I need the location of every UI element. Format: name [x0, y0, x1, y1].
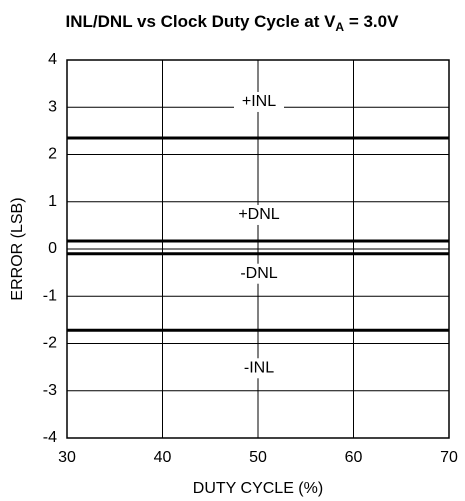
series-label: +DNL — [238, 206, 279, 223]
y-tick-label: -3 — [43, 382, 57, 399]
series-label: +INL — [242, 93, 276, 110]
label-background — [234, 204, 284, 225]
title-main: INL/DNL vs Clock Duty Cycle at V — [66, 12, 337, 31]
y-tick-label: 0 — [48, 240, 57, 257]
x-tick-label: 30 — [58, 449, 76, 466]
label-background — [234, 358, 284, 379]
x-tick-label: 60 — [345, 449, 363, 466]
y-tick-label: 2 — [48, 146, 57, 163]
x-tick-label: 70 — [440, 449, 458, 466]
y-tick-label: 1 — [48, 193, 57, 210]
y-tick-label: 3 — [48, 98, 57, 115]
x-tick-label: 50 — [249, 449, 267, 466]
x-tick-label: 40 — [154, 449, 172, 466]
label-background — [234, 91, 284, 112]
title-suffix: = 3.0V — [344, 12, 399, 31]
y-tick-label: 4 — [48, 51, 57, 68]
series-label: -DNL — [240, 265, 277, 282]
y-tick-label: -4 — [43, 429, 57, 446]
y-tick-label: -2 — [43, 335, 57, 352]
chart-title: INL/DNL vs Clock Duty Cycle at VA = 3.0V — [66, 12, 400, 34]
series-label: -INL — [244, 359, 274, 376]
x-axis-label: DUTY CYCLE (%) — [193, 480, 323, 497]
label-background — [234, 263, 284, 284]
y-axis-label: ERROR (LSB) — [9, 197, 26, 300]
y-tick-label: -1 — [43, 287, 57, 304]
title-subscript: A — [335, 20, 344, 34]
